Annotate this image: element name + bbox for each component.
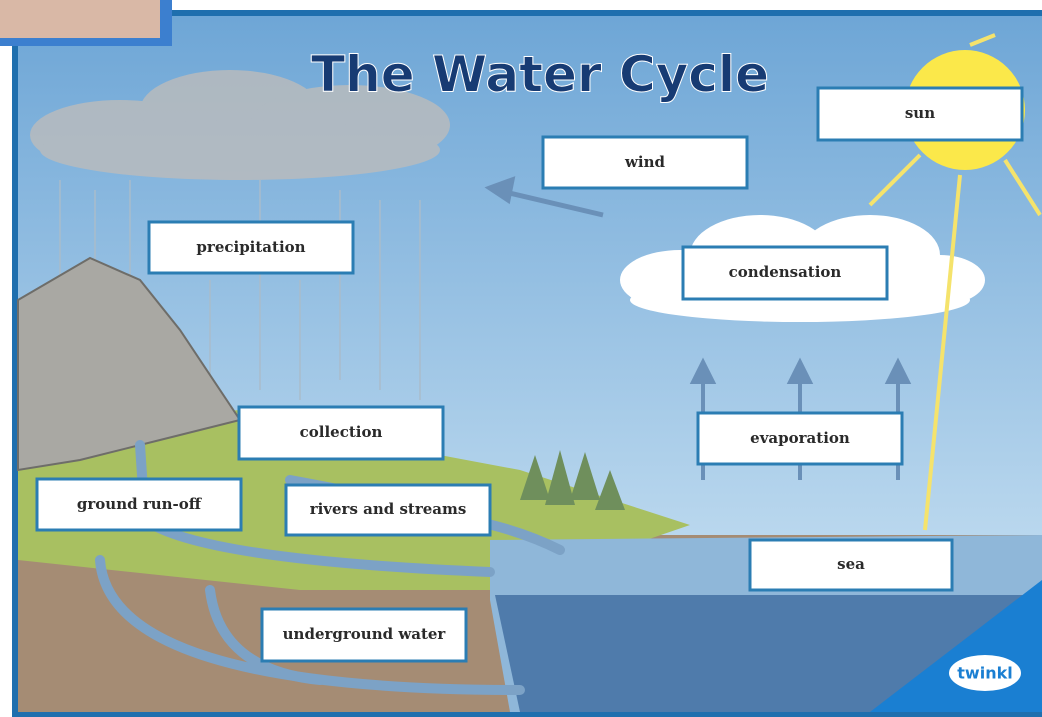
label-text: sun [905, 104, 935, 122]
label-text: precipitation [196, 238, 305, 256]
label-text: rivers and streams [310, 500, 467, 518]
page: The Water Cycle sun wind precipitation c… [0, 0, 1042, 717]
label-underground-water: underground water [262, 609, 466, 661]
label-evaporation: evaporation [698, 413, 902, 464]
label-sun: sun [818, 88, 1022, 140]
poster: The Water Cycle sun wind precipitation c… [0, 0, 1042, 717]
label-text: underground water [283, 625, 447, 643]
label-collection: collection [239, 407, 443, 459]
photo [0, 0, 160, 38]
label-text: wind [624, 153, 666, 171]
label-ground-run-off: ground run-off [37, 479, 241, 530]
label-precipitation: precipitation [149, 222, 353, 273]
label-wind: wind [543, 137, 747, 188]
label-text: evaporation [750, 429, 850, 447]
title: The Water Cycle [311, 46, 769, 104]
label-text: collection [300, 423, 383, 441]
label-text: sea [837, 555, 865, 573]
label-rivers-and-streams: rivers and streams [286, 485, 490, 535]
label-text: ground run-off [77, 495, 203, 513]
logo: twinkl [957, 664, 1012, 683]
label-sea: sea [750, 540, 952, 590]
label-text: condensation [729, 263, 842, 281]
label-condensation: condensation [683, 247, 887, 299]
